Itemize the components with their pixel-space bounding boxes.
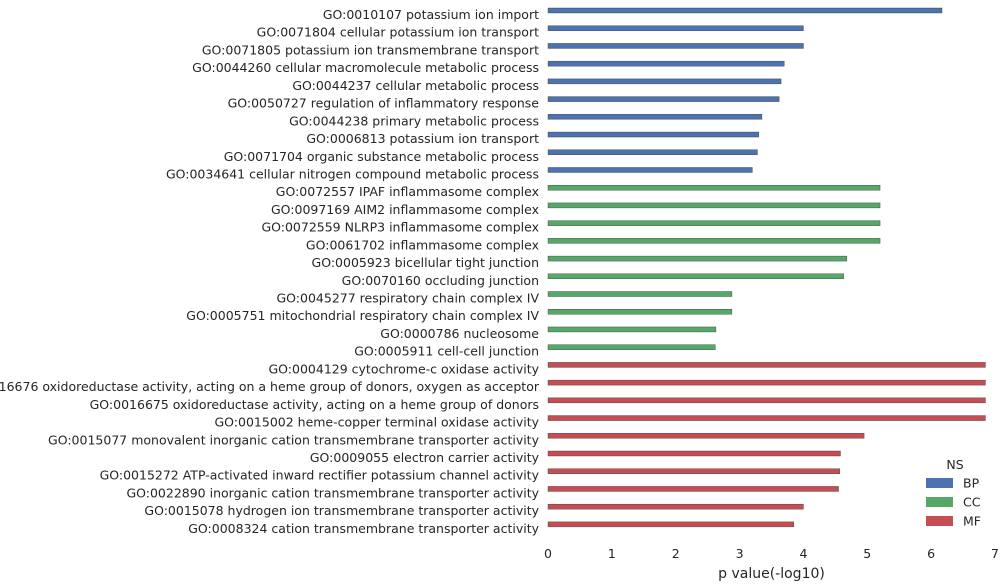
bar-cc (547, 273, 844, 279)
x-tick-label: 0 (544, 546, 552, 561)
bar-mf (547, 503, 804, 510)
category-label: GO:0044238 primary metabolic process (289, 113, 539, 128)
bar-bp (547, 167, 753, 173)
bar-cc (547, 344, 716, 350)
bar-cc (547, 255, 848, 262)
x-tick-label: 1 (608, 546, 616, 561)
category-label: GO:0015272 ATP-activated inward rectifie… (100, 468, 540, 483)
legend-label-bp: BP (963, 476, 980, 491)
bar-mf (547, 433, 865, 439)
bar-cc (547, 220, 881, 226)
category-label: GO:0005911 cell-cell junction (354, 344, 539, 359)
category-label: GO:0009055 electron carrier activity (310, 450, 540, 465)
category-label: GO:0005751 mitochondrial respiratory cha… (186, 308, 539, 323)
category-label: GO:0071804 cellular potassium ion transp… (257, 25, 539, 40)
bar-cc (547, 202, 881, 209)
category-label: GO:0004129 cytochrome-c oxidase activity (269, 361, 540, 376)
category-labels-group: GO:0010107 potassium ion import GO:007180… (0, 7, 540, 536)
bar-mf (547, 468, 841, 474)
legend-title: NS (946, 457, 963, 472)
legend-swatch-bp (926, 478, 953, 488)
category-label: GO:0000786 nucleosome (380, 326, 539, 341)
category-label: GO:0015077 monovalent inorganic cation t… (48, 432, 540, 447)
category-label: GO:0072557 IPAF inflammasome complex (276, 184, 539, 199)
category-label: GO:0072559 NLRP3 inflammasome complex (261, 220, 539, 235)
bar-mf (547, 521, 795, 528)
category-label: GO:0034641 cellular nitrogen compound me… (166, 166, 539, 181)
legend: NS BP CC MF (926, 457, 981, 529)
category-label: GO:0070160 occluding junction (342, 273, 539, 288)
bar-cc (547, 326, 717, 333)
category-label: GO:0016675 oxidoreductase activity, acti… (90, 397, 539, 412)
category-label: GO:0045277 respiratory chain complex IV (277, 291, 540, 306)
bar-mf (547, 415, 986, 421)
bar-bp (547, 7, 943, 14)
category-label: GO:0016676 oxidoreductase activity, acti… (0, 379, 540, 394)
category-label: GO:0071704 organic substance metabolic p… (224, 149, 539, 164)
legend-swatch-mf (926, 516, 953, 526)
bar-mf (547, 450, 841, 457)
category-label: GO:0022890 inorganic cation transmembran… (126, 485, 539, 500)
bar-bp (547, 114, 763, 120)
bar-mf (547, 379, 986, 386)
bar-bp (547, 25, 804, 31)
bar-mf (547, 486, 839, 492)
category-label: GO:0010107 potassium ion import (323, 7, 539, 22)
category-label: GO:0050727 regulation of inflammatory re… (228, 96, 540, 111)
x-ticks-group: 0 1 2 3 4 5 6 7 (544, 546, 999, 561)
bar-cc (547, 309, 733, 315)
category-label: GO:0015002 heme-copper terminal oxidase … (214, 415, 539, 430)
bar-mf (547, 362, 986, 368)
bar-mf (547, 397, 986, 404)
category-label: GO:0097169 AIM2 inflammasome complex (271, 202, 539, 217)
bar-cc (547, 238, 881, 244)
legend-swatch-cc (926, 497, 953, 507)
category-label: GO:0061702 inflammasome complex (306, 237, 539, 252)
category-label: GO:0015078 hydrogen ion transmembrane tr… (144, 503, 539, 518)
bars-group (547, 7, 986, 528)
category-label: GO:0006813 potassium ion transport (306, 131, 539, 146)
bar-bp (547, 149, 758, 155)
category-label: GO:0005923 bicellular tight junction (312, 255, 539, 270)
bar-bp (547, 43, 804, 49)
x-tick-label: 2 (672, 546, 680, 561)
legend-label-cc: CC (963, 495, 981, 510)
x-tick-label: 3 (736, 546, 744, 561)
bar-bp (547, 78, 782, 85)
category-label: GO:0008324 cation transmembrane transpor… (188, 521, 539, 536)
x-tick-label: 5 (863, 546, 871, 561)
category-label: GO:0044237 cellular metabolic process (292, 78, 539, 93)
category-label: GO:0044260 cellular macromolecule metabo… (192, 60, 539, 75)
bar-cc (547, 184, 881, 191)
bar-cc (547, 291, 733, 297)
bar-bp (547, 60, 785, 67)
bar-bp (547, 131, 759, 138)
x-axis-label: p value(-log10) (718, 566, 825, 582)
x-tick-label: 4 (799, 546, 807, 561)
x-tick-label: 7 (991, 546, 999, 561)
category-label: GO:0071805 potassium ion transmembrane t… (202, 42, 539, 57)
legend-label-mf: MF (963, 514, 981, 529)
x-tick-label: 6 (927, 546, 935, 561)
bar-bp (547, 96, 780, 102)
